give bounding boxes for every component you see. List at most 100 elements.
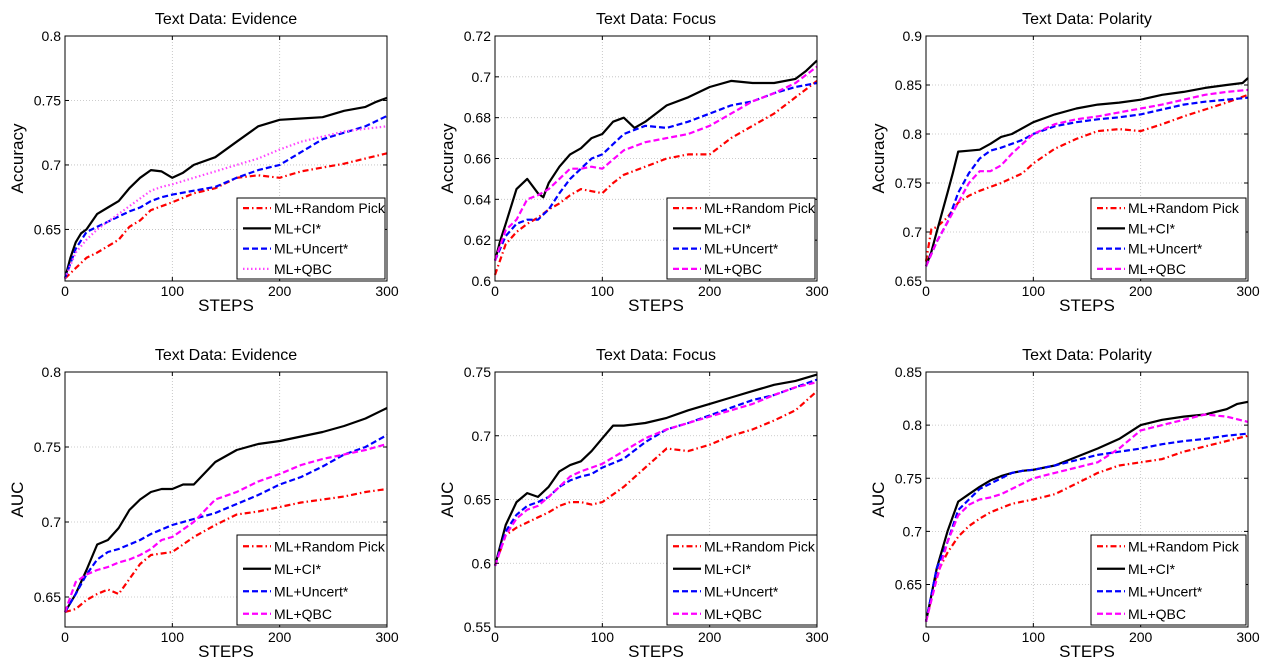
x-axis-label: STEPS: [628, 642, 684, 661]
legend: ML+Random Pick ML+CI* ML+Uncert* ML+QBC: [1090, 534, 1247, 626]
subplot-4: 0 100 200 300 0.65 0.7 0.75 0.8 Text Data: Evide…: [8, 347, 399, 661]
series-line-4: [924, 88, 1249, 267]
legend-label: ML+QBC: [704, 606, 762, 622]
legend-box: [1090, 197, 1247, 280]
axes-frame: [925, 35, 1249, 282]
x-tick-label: 0: [922, 629, 930, 645]
y-tick-label: 0.9: [903, 28, 923, 44]
y-axis-label: AUC: [438, 482, 457, 518]
chart-title: Text Data: Evidence: [155, 347, 297, 364]
chart-title: Text Data: Focus: [596, 347, 716, 364]
x-tick-label: 0: [491, 283, 499, 299]
legend-label: ML+Random Pick: [704, 200, 816, 216]
y-tick-label: 0.72: [464, 28, 491, 44]
y-tick-label: 0.6: [472, 555, 492, 571]
x-tick-label: 0: [61, 629, 69, 645]
y-axis-label: AUC: [8, 482, 27, 518]
y-tick-label: 0.7: [472, 69, 492, 85]
y-tick-label: 0.7: [42, 514, 62, 530]
subplot-6: 0 100 200 300 0.65 0.7 0.75 0.8 0.85 Text Data: P…: [869, 347, 1260, 661]
series-line-4: [63, 125, 388, 279]
series-line-2: [493, 59, 818, 261]
legend-label: ML+Uncert*: [274, 583, 349, 599]
legend-label: ML+Random Pick: [704, 538, 816, 554]
legend-box: [1090, 534, 1247, 626]
series-line-4: [493, 65, 818, 261]
y-tick-label: 0.62: [464, 232, 491, 248]
legend: ML+Random Pick ML+CI* ML+Uncert* ML+QBC: [1090, 197, 1247, 280]
y-tick-label: 0.75: [34, 92, 61, 108]
legend: ML+Random Pick ML+CI* ML+Uncert* ML+QBC: [236, 197, 386, 280]
y-axis-label: Accuracy: [869, 123, 888, 193]
y-tick-label: 0.55: [464, 619, 491, 635]
y-tick-label: 0.65: [895, 273, 922, 289]
y-tick-label: 0.7: [42, 157, 62, 173]
legend-label: ML+Random Pick: [274, 200, 386, 216]
x-axis-label: STEPS: [1059, 296, 1115, 315]
y-tick-label: 0.65: [34, 589, 61, 605]
subplot-1: 0 100 200 300 0.65 0.7 0.75 0.8 Text Data: Evide…: [8, 11, 399, 315]
y-tick-label: 0.8: [903, 126, 923, 142]
series-line-4: [493, 381, 818, 567]
y-tick-label: 0.75: [895, 175, 922, 191]
y-tick-label: 0.7: [903, 523, 923, 539]
y-tick-label: 0.85: [895, 77, 922, 93]
x-tick-label: 200: [268, 629, 292, 645]
x-tick-label: 200: [268, 283, 292, 299]
legend-label: ML+Uncert*: [704, 241, 779, 257]
x-tick-label: 200: [1129, 629, 1153, 645]
x-tick-label: 300: [375, 629, 399, 645]
x-tick-label: 0: [922, 283, 930, 299]
legend-label: ML+QBC: [1128, 261, 1186, 277]
legend-label: ML+Uncert*: [704, 583, 779, 599]
x-tick-label: 300: [805, 283, 829, 299]
legend-label: ML+CI*: [274, 561, 322, 577]
axes-frame: [64, 371, 388, 628]
legend-label: ML+QBC: [274, 261, 332, 277]
x-tick-label: 100: [591, 629, 615, 645]
y-tick-label: 0.68: [464, 110, 491, 126]
x-tick-label: 300: [805, 629, 829, 645]
series-line-2: [493, 373, 818, 567]
series-line-4: [63, 442, 388, 613]
legend-label: ML+QBC: [274, 606, 332, 622]
legend-label: ML+Random Pick: [274, 538, 386, 554]
subplot-5: 0 100 200 300 0.55 0.6 0.65 0.7 0.75 Text Data: F…: [438, 347, 829, 661]
y-tick-label: 0.8: [42, 364, 62, 380]
chart-title: Text Data: Polarity: [1022, 347, 1152, 364]
x-tick-label: 100: [591, 283, 615, 299]
x-tick-label: 0: [61, 283, 69, 299]
y-axis-label: AUC: [869, 482, 888, 518]
series-line-3: [493, 81, 818, 262]
x-tick-label: 200: [698, 629, 722, 645]
x-tick-label: 300: [375, 283, 399, 299]
y-tick-label: 0.75: [34, 439, 61, 455]
legend-label: ML+Uncert*: [274, 241, 349, 257]
legend-box: [666, 197, 816, 280]
series-line-2: [924, 400, 1249, 622]
y-tick-label: 0.65: [34, 221, 61, 237]
chart-title: Text Data: Polarity: [1022, 11, 1152, 28]
x-tick-label: 100: [1022, 629, 1046, 645]
series-line-3: [63, 114, 388, 279]
series-line-1: [64, 152, 388, 280]
legend-label: ML+Random Pick: [1128, 538, 1240, 554]
series-line-4: [924, 413, 1249, 622]
series-line-3: [924, 96, 1249, 267]
legend-label: ML+Random Pick: [1128, 200, 1240, 216]
legend-label: ML+CI*: [1128, 220, 1176, 236]
y-tick-label: 0.8: [903, 417, 923, 433]
legend-label: ML+Uncert*: [1128, 241, 1203, 257]
series-line-1: [924, 434, 1249, 622]
y-axis-label: Accuracy: [438, 123, 457, 193]
x-tick-label: 300: [1236, 629, 1260, 645]
y-tick-label: 0.8: [42, 28, 62, 44]
x-axis-label: STEPS: [628, 296, 684, 315]
series-line-1: [64, 487, 388, 614]
series-line-2: [63, 96, 388, 279]
y-tick-label: 0.66: [464, 151, 491, 167]
series-line-1: [493, 390, 818, 567]
legend-label: ML+Uncert*: [1128, 583, 1203, 599]
x-axis-label: STEPS: [1059, 642, 1115, 661]
axes-frame: [64, 35, 388, 282]
